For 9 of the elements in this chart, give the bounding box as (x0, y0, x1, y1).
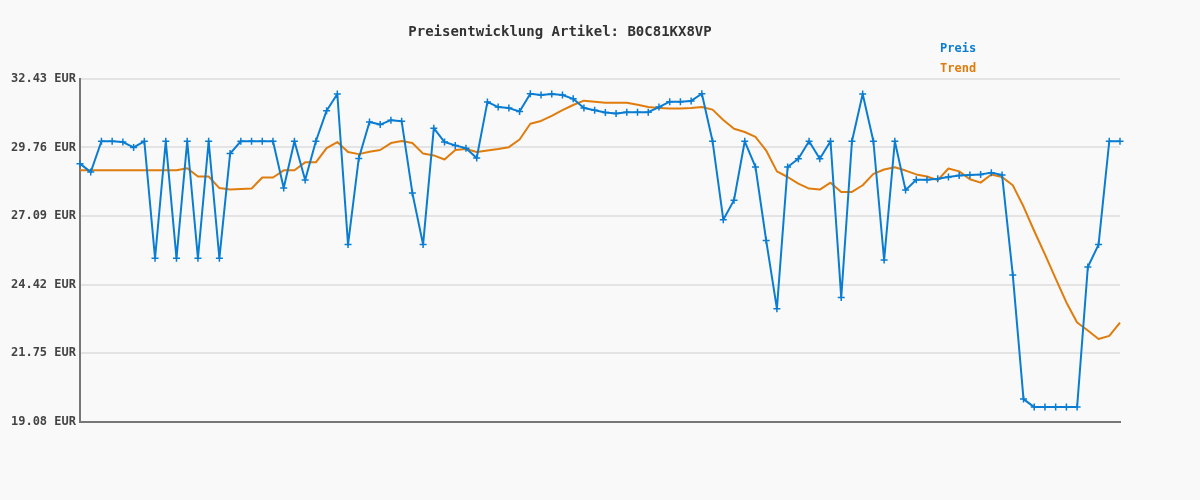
y-tick-label: 27.09 EUR (10, 208, 77, 223)
text: Preis (940, 40, 977, 57)
y-tick-label: 32.43 EUR (10, 70, 77, 85)
y-tick-label: 21.75 EUR (10, 345, 77, 360)
y-tick-label: 19.08 EUR (10, 414, 77, 429)
y-tick-label: 24.42 EUR (10, 276, 77, 291)
text: Trend (940, 60, 977, 77)
chart-title: Preisentwicklung Artikel: B0C81KX8VP (408, 23, 712, 40)
y-tick-label: 29.76 EUR (10, 139, 77, 154)
